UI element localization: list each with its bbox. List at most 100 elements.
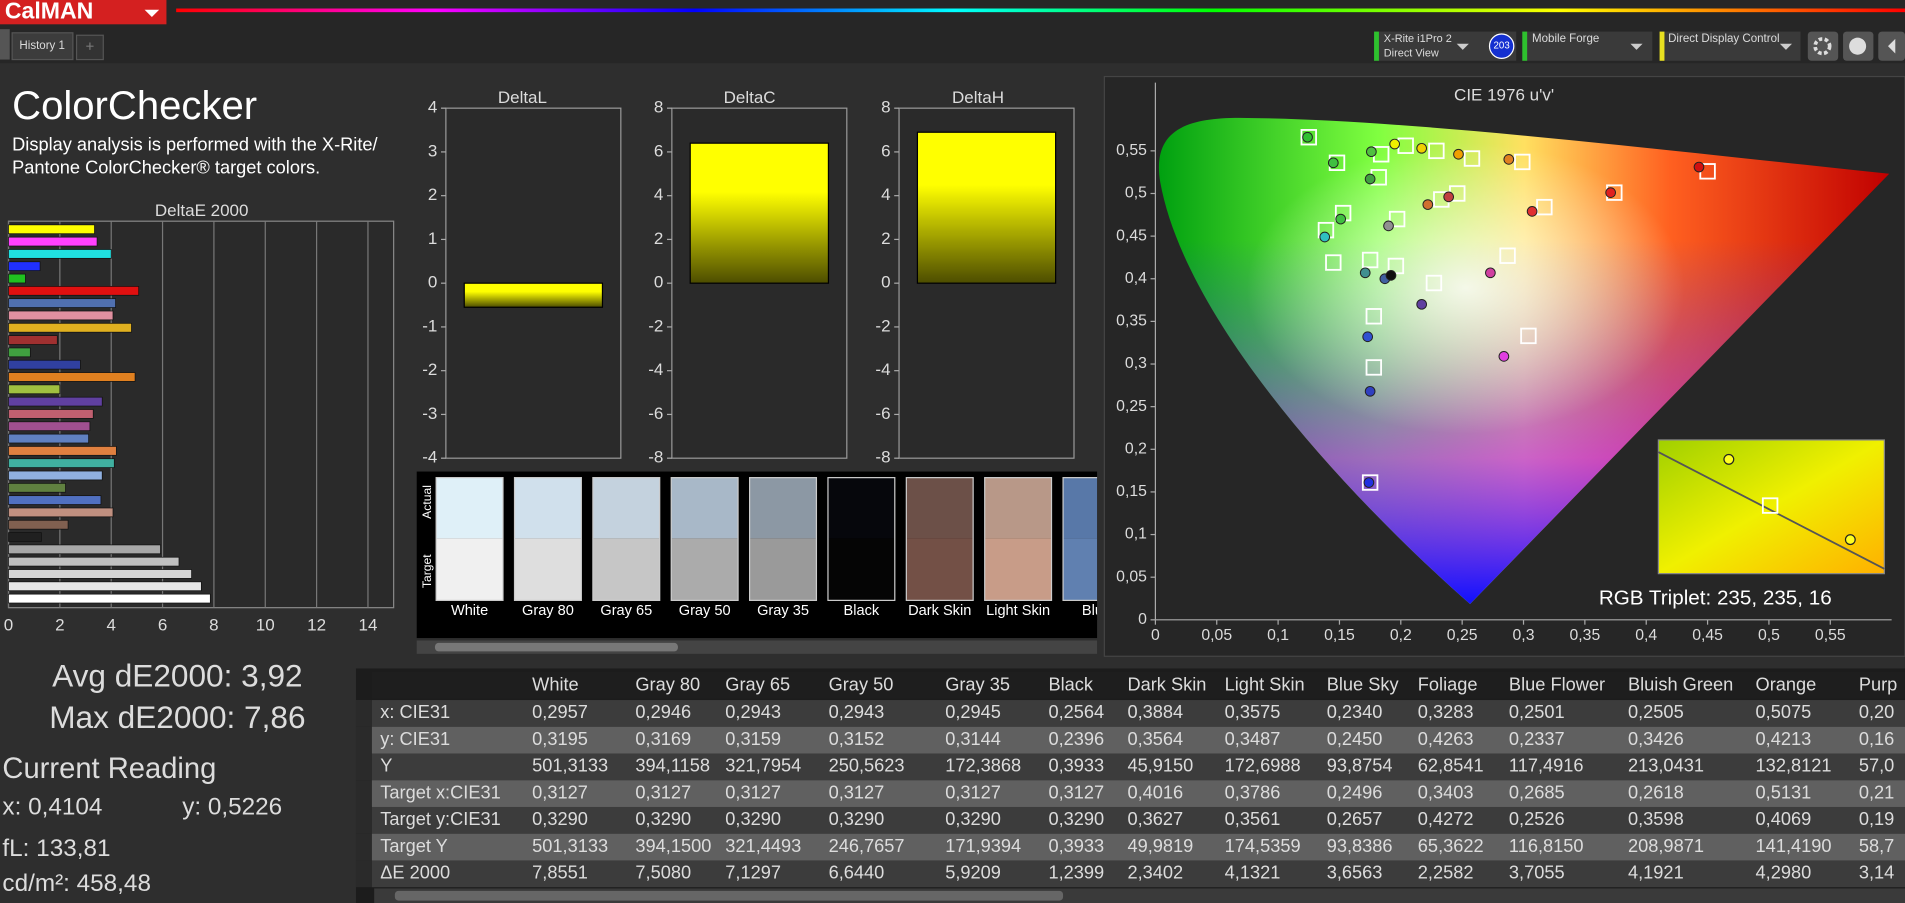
swatch-border	[749, 477, 818, 601]
table-cell: 0,4272	[1418, 809, 1474, 829]
column-header: Blue Sky	[1327, 674, 1400, 694]
table-cell: 250,5623	[829, 756, 905, 776]
row-label: x: CIE31	[380, 702, 450, 722]
meter-badge	[1488, 33, 1515, 59]
bar	[8, 556, 180, 567]
table-cell: 0,2618	[1628, 782, 1684, 802]
row-label: Target y:CIE31	[380, 809, 500, 829]
status-bar	[1659, 31, 1665, 61]
table-row	[371, 806, 1905, 834]
table-cell: 174,5359	[1225, 836, 1301, 856]
table-cell: 141,4190	[1756, 836, 1832, 856]
table-cell: 0,3290	[532, 809, 588, 829]
table-cell: 0,19	[1859, 809, 1894, 829]
y-tick-label: -2	[422, 360, 437, 379]
table-cell: 208,9871	[1628, 836, 1704, 856]
bar	[8, 519, 69, 530]
swatch-name: Gray 35	[757, 603, 809, 619]
scroll-thumb[interactable]	[394, 890, 1064, 901]
table-cell: 0,2946	[635, 702, 691, 722]
y-tick-label: 0,2	[1125, 440, 1147, 457]
x-tick-label: 14	[359, 615, 378, 634]
table-cell: 0,2450	[1327, 729, 1383, 749]
logo: CalMAN	[5, 0, 93, 23]
table-cell: 58,7	[1859, 836, 1894, 856]
table-cell: 0,3127	[1048, 782, 1104, 802]
measured-point	[1362, 331, 1374, 343]
row-label: ΔE 2000	[380, 863, 450, 883]
swatch-actual	[592, 477, 660, 539]
table-cell: 0,3598	[1628, 809, 1684, 829]
table-cell: 0,2957	[532, 702, 588, 722]
table-cell: 0,2501	[1509, 702, 1565, 722]
table-cell: 0,5075	[1756, 702, 1812, 722]
description: Display analysis is performed with the X…	[12, 135, 378, 155]
target-point	[1388, 210, 1406, 228]
swatch-name: Blue	[1082, 603, 1111, 619]
table-cell: 0,3127	[725, 782, 781, 802]
table-cell: 0,3127	[945, 782, 1001, 802]
y-tick-label: 0,25	[1116, 398, 1147, 415]
y-tick-label: 4	[654, 185, 663, 204]
table-cell: 321,4493	[725, 836, 801, 856]
bar	[8, 433, 89, 444]
swatch-target	[514, 538, 582, 601]
table-cell: 0,20	[1859, 702, 1894, 722]
measured-point	[1526, 206, 1538, 217]
avg-de: Avg dE2000: 3,92	[52, 658, 302, 694]
row-marker	[355, 860, 372, 888]
gamut	[1158, 117, 1890, 605]
y-tick-label: -8	[648, 448, 663, 467]
settings-button[interactable]	[1807, 31, 1839, 61]
current-reading-title: Current Reading	[2, 753, 216, 785]
tab[interactable]	[11, 32, 74, 61]
logo-menu[interactable]	[144, 9, 160, 18]
x-tick-label: 0	[1151, 627, 1160, 644]
table-cell: 0,2943	[725, 702, 781, 722]
dropdown-arrow	[1779, 43, 1793, 50]
table-cell: 0,2496	[1327, 782, 1383, 802]
inset-line	[1657, 451, 1885, 570]
table-cell: 0,3627	[1127, 809, 1183, 829]
bar	[8, 446, 117, 456]
table-cell: 0,3195	[532, 729, 588, 749]
x-tick-label: 0,45	[1692, 627, 1723, 644]
measured-point	[1359, 267, 1371, 279]
column-header: Black	[1048, 674, 1093, 694]
swatch-name: Gray 80	[522, 603, 574, 619]
display-label: Direct Display Control	[1668, 33, 1779, 45]
page-title: ColorChecker	[12, 84, 257, 128]
scroll-thumb[interactable]	[434, 642, 678, 652]
table-cell: 0,3426	[1628, 729, 1684, 749]
row-marker	[355, 833, 372, 861]
table-cell: 0,2337	[1509, 729, 1565, 749]
table-cell: 171,9394	[945, 836, 1021, 856]
target-point	[1300, 129, 1317, 146]
y-tick-label: 6	[881, 141, 890, 160]
table-cell: 3,7055	[1509, 863, 1565, 883]
nav-button[interactable]	[0, 29, 10, 60]
swatches: White Gray 80 Gray 65 Gray 50 Gray 35 Black Da…	[435, 477, 1111, 619]
table-cell: 132,8121	[1756, 756, 1832, 776]
source-select[interactable]	[1522, 31, 1653, 61]
actual-label: Actual	[420, 485, 434, 519]
max-de: Max dE2000: 7,86	[49, 699, 305, 735]
gamut-fill	[1158, 117, 1890, 605]
y-tick-label: -3	[422, 404, 437, 423]
bar	[8, 421, 91, 432]
reading-y: y: 0,5226	[182, 794, 282, 821]
display-select[interactable]	[1659, 31, 1801, 61]
bar	[8, 458, 115, 468]
x-tick-label: 0,35	[1570, 627, 1601, 644]
reading-fl: fL: 133,81	[2, 835, 110, 862]
measured-point	[1383, 220, 1394, 232]
target-point	[1325, 254, 1342, 271]
rainbow-line	[176, 8, 1905, 13]
table-cell: 93,8754	[1327, 756, 1393, 776]
measured-point	[1605, 187, 1616, 198]
bar	[8, 261, 41, 271]
bar	[8, 310, 114, 321]
bar	[8, 532, 42, 542]
swatch-name: Gray 65	[600, 603, 652, 619]
column-header: Orange	[1756, 674, 1817, 694]
